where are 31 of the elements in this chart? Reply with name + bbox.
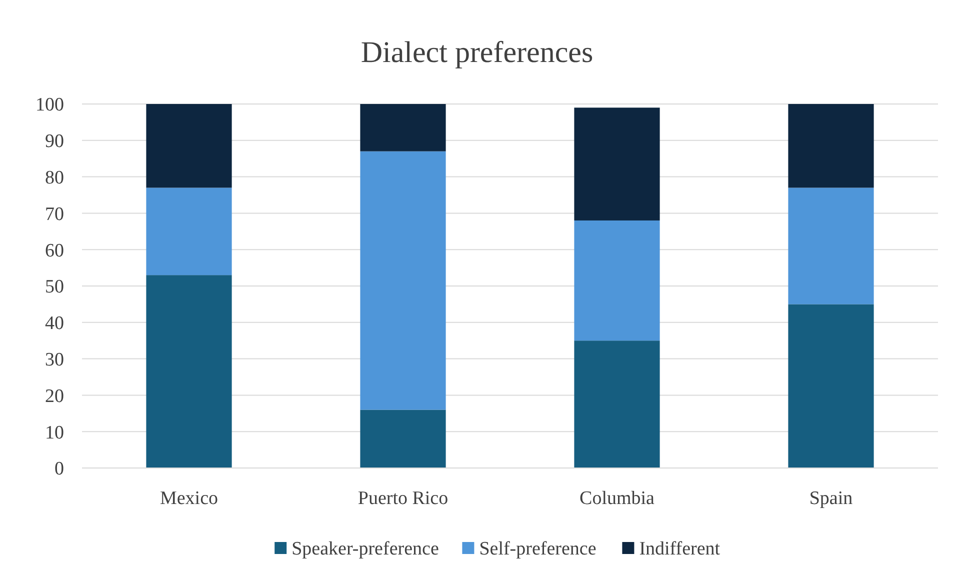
bar — [788, 188, 874, 304]
bar — [146, 104, 232, 188]
bar — [574, 340, 660, 468]
bar — [146, 275, 232, 468]
y-tick-label: 60 — [45, 240, 64, 262]
x-tick-label: Puerto Rico — [358, 488, 448, 509]
chart-title: Dialect preferences — [360, 36, 594, 69]
y-tick-label: 90 — [45, 131, 64, 152]
y-tick-label: 0 — [54, 458, 64, 480]
legend-label: Self-preference — [479, 538, 596, 560]
y-tick-label: 30 — [45, 349, 64, 370]
x-tick-label: Mexico — [160, 488, 218, 509]
bar — [574, 108, 660, 220]
y-tick-label: 100 — [36, 94, 64, 116]
y-tick-label: 10 — [45, 422, 64, 444]
y-tick-label: 20 — [45, 386, 64, 407]
bar — [360, 410, 446, 468]
x-tick-label: Columbia — [580, 488, 656, 509]
y-tick-label: 80 — [45, 167, 64, 188]
y-tick-label: 40 — [45, 313, 64, 334]
legend-label: Speaker-preference — [292, 538, 439, 560]
bar — [146, 188, 232, 276]
y-tick-label: 70 — [45, 204, 64, 225]
bar — [788, 104, 874, 188]
legend-label: Indifferent — [639, 538, 721, 560]
bar — [360, 151, 446, 410]
y-tick-label: 50 — [45, 276, 64, 298]
bar — [574, 220, 660, 341]
x-tick-label: Spain — [809, 488, 854, 509]
bar — [360, 104, 446, 152]
bar — [788, 304, 874, 468]
